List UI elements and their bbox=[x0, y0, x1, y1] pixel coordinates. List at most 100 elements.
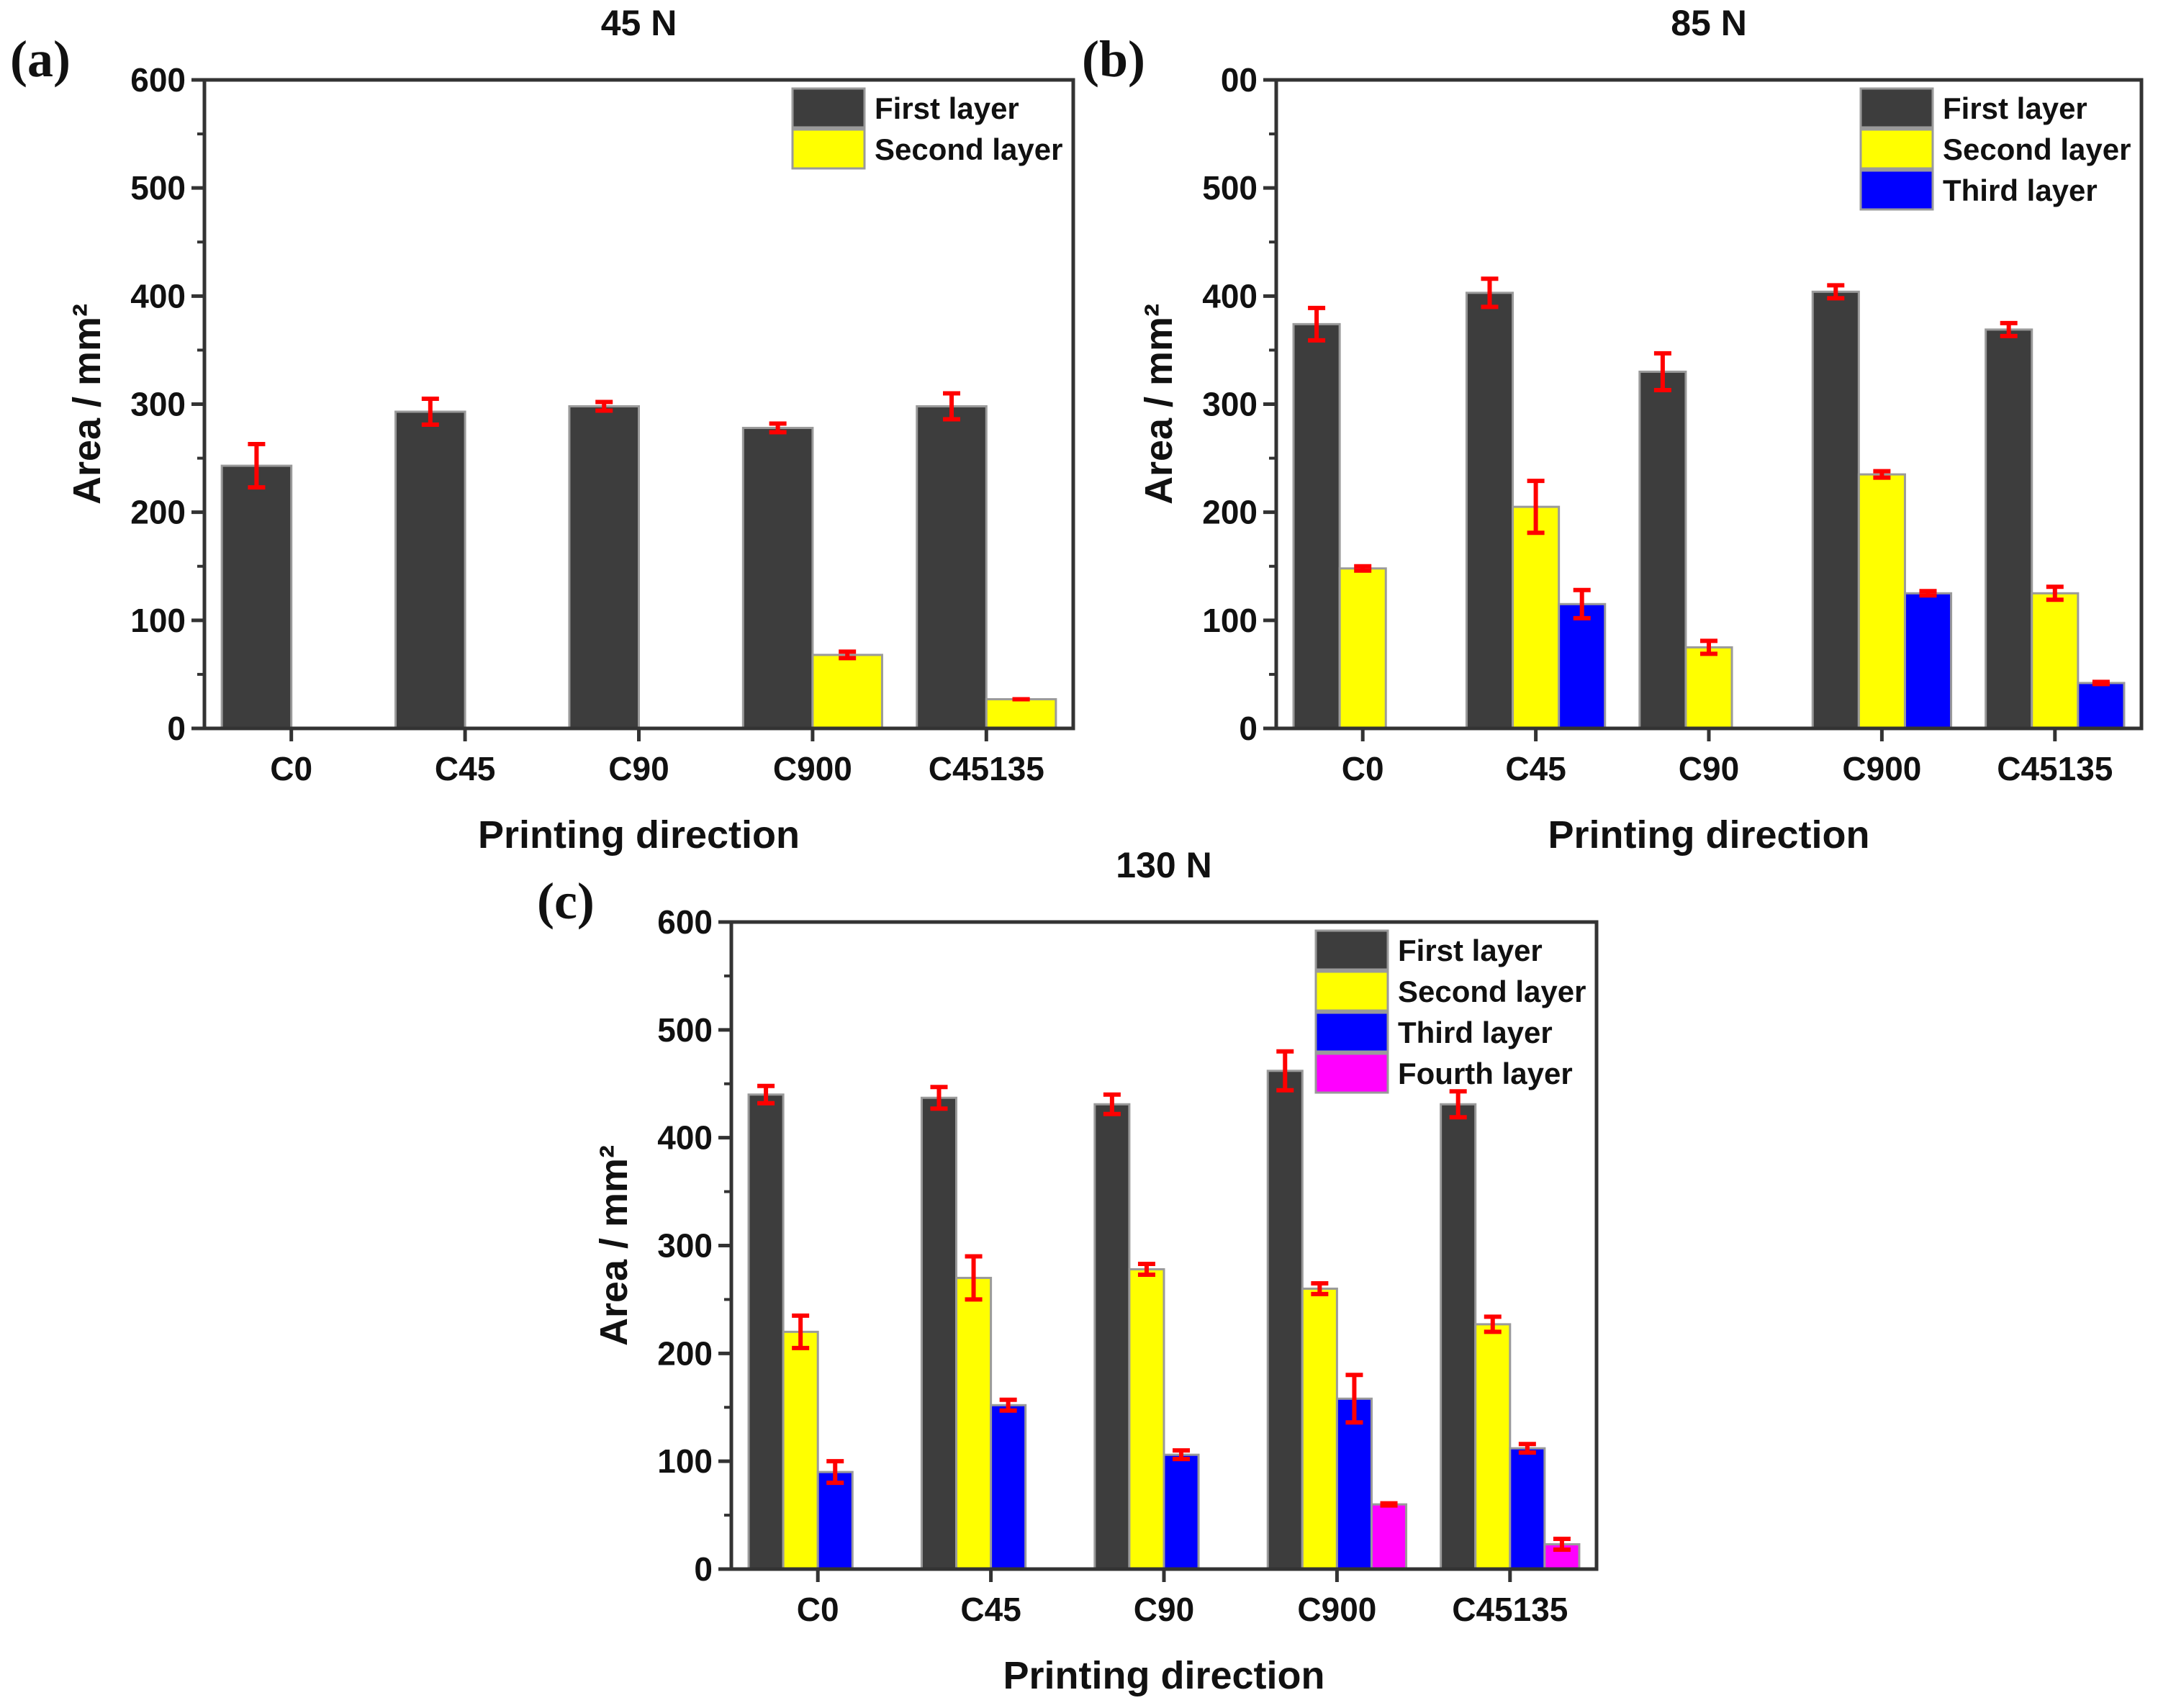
error-bar bbox=[1573, 587, 1591, 620]
y-tick-label: 100 bbox=[1202, 602, 1258, 639]
panel-letter: (a) bbox=[10, 30, 71, 88]
error-bar bbox=[1354, 564, 1372, 573]
chart-panel-c: (c) 130 N 0 100 200 300 400 500 600 C0 C45 C90 C900 C… bbox=[537, 845, 1599, 1697]
y-axis-label: Area / mm² bbox=[592, 1145, 636, 1346]
legend-swatch bbox=[1314, 1052, 1389, 1094]
x-tick-label: C900 bbox=[1297, 1591, 1376, 1628]
y-tick-label: 500 bbox=[130, 169, 186, 207]
x-tick-label: C90 bbox=[608, 750, 669, 787]
bar-first-layer-c45135 bbox=[1985, 328, 2033, 730]
y-axis-label: Area / mm² bbox=[66, 304, 109, 505]
chart-panel-a: (a) 45 N 0 100 200 300 400 500 600 C0 C45 C90 C900 C4… bbox=[10, 3, 1075, 857]
y-axis-label: Area / mm² bbox=[1137, 304, 1180, 505]
bar-second-layer-c45135 bbox=[2031, 592, 2080, 730]
error-bar bbox=[1653, 351, 1671, 392]
error-bar bbox=[595, 399, 613, 413]
error-bar bbox=[1345, 1373, 1363, 1425]
y-tick-label: 300 bbox=[1202, 386, 1258, 423]
y-tick-label: 200 bbox=[130, 494, 186, 531]
x-tick-label: C900 bbox=[1842, 750, 1921, 787]
error-bar bbox=[1527, 479, 1545, 536]
error-bar bbox=[1173, 1448, 1191, 1462]
x-tick-label: C900 bbox=[773, 750, 852, 787]
bar-first-layer-c90 bbox=[568, 405, 640, 730]
error-bar bbox=[1276, 1049, 1294, 1093]
legend-label: Second layer bbox=[1943, 132, 2131, 166]
error-bar bbox=[943, 391, 961, 422]
bar-first-layer-c45 bbox=[920, 1096, 958, 1571]
bar-fourth-layer-c900 bbox=[1370, 1503, 1408, 1571]
legend-label: Third layer bbox=[1943, 173, 2098, 207]
x-tick-label: C0 bbox=[1342, 750, 1384, 787]
panel-letter: (b) bbox=[1082, 30, 1145, 88]
x-tick-label: C90 bbox=[1134, 1591, 1194, 1628]
chart-title: 130 N bbox=[1116, 845, 1211, 885]
bar-third-layer-c900 bbox=[1903, 592, 1953, 730]
bar-first-layer-c45135 bbox=[916, 405, 988, 730]
y-tick-label: 400 bbox=[130, 277, 186, 315]
bar-second-layer-c45135 bbox=[985, 697, 1057, 730]
error-bar bbox=[1553, 1537, 1571, 1553]
legend: First layer Second layer Third layer bbox=[1859, 87, 2131, 211]
bar-first-layer-c0 bbox=[220, 464, 293, 730]
bar-third-layer-c45135 bbox=[1509, 1447, 1546, 1571]
bar-second-layer-c90 bbox=[1684, 646, 1733, 730]
y-tick-label: 600 bbox=[130, 61, 186, 99]
bar-second-layer-c45 bbox=[1512, 505, 1561, 730]
y-tick-label: 00 bbox=[1221, 61, 1258, 99]
bar-third-layer-c45 bbox=[1558, 602, 1607, 730]
error-bar bbox=[1700, 638, 1717, 656]
x-axis-label: Printing direction bbox=[1548, 813, 1869, 857]
error-bar bbox=[769, 421, 787, 435]
y-tick-label: 100 bbox=[657, 1442, 713, 1480]
error-bar bbox=[1103, 1092, 1121, 1116]
legend-label: Second layer bbox=[875, 132, 1062, 166]
error-bar bbox=[2092, 679, 2110, 687]
bar-second-layer-c45135 bbox=[1474, 1323, 1512, 1571]
error-bar bbox=[1380, 1501, 1398, 1508]
legend-swatch bbox=[1314, 1011, 1389, 1053]
bar-third-layer-c90 bbox=[1162, 1453, 1200, 1571]
y-tick-label: 200 bbox=[657, 1334, 713, 1372]
error-bar bbox=[792, 1313, 810, 1350]
y-tick-label: 600 bbox=[657, 903, 713, 941]
y-tick-label: 300 bbox=[657, 1227, 713, 1265]
error-bar bbox=[1311, 1280, 1329, 1296]
legend-swatch bbox=[791, 87, 866, 129]
bar-first-layer-c90 bbox=[1093, 1103, 1131, 1571]
bar-first-layer-c45 bbox=[394, 410, 466, 730]
y-tick-label: 400 bbox=[657, 1119, 713, 1157]
bar-third-layer-c45 bbox=[990, 1404, 1027, 1571]
legend: First layer Second layer bbox=[791, 87, 1062, 170]
bar-second-layer-c900 bbox=[1857, 473, 1906, 730]
legend-swatch bbox=[1314, 929, 1389, 971]
error-bar bbox=[999, 1397, 1017, 1413]
legend-swatch bbox=[1859, 169, 1934, 211]
bar-first-layer-c45135 bbox=[1440, 1103, 1477, 1571]
x-tick-label: C45 bbox=[1505, 750, 1566, 787]
legend-label: First layer bbox=[875, 91, 1019, 125]
error-bar bbox=[1873, 469, 1891, 480]
error-bar bbox=[1449, 1089, 1467, 1120]
chart-panel-b: (b) 85 N 0 100 200 300 400 500 00 C0 C45 C90 C900 C45… bbox=[1082, 3, 2144, 857]
legend-label: First layer bbox=[1398, 934, 1543, 967]
error-bar bbox=[1481, 276, 1499, 309]
legend-label: Third layer bbox=[1398, 1016, 1553, 1049]
error-bar bbox=[965, 1254, 983, 1302]
legend-swatch bbox=[1859, 128, 1934, 170]
error-bar bbox=[248, 442, 266, 490]
x-axis-label: Printing direction bbox=[1003, 1654, 1324, 1697]
error-bar bbox=[1484, 1314, 1502, 1334]
error-bar bbox=[1137, 1261, 1155, 1277]
y-tick-label: 0 bbox=[1239, 710, 1258, 747]
x-tick-label: C0 bbox=[797, 1591, 839, 1628]
y-tick-label: 0 bbox=[167, 710, 186, 747]
bar-second-layer-c900 bbox=[1301, 1287, 1338, 1571]
legend-label: Second layer bbox=[1398, 975, 1586, 1008]
error-bar bbox=[839, 649, 857, 661]
y-tick-label: 500 bbox=[1202, 169, 1258, 207]
error-bar bbox=[2046, 584, 2064, 602]
error-bar bbox=[1518, 1442, 1536, 1455]
y-tick-label: 300 bbox=[130, 386, 186, 423]
